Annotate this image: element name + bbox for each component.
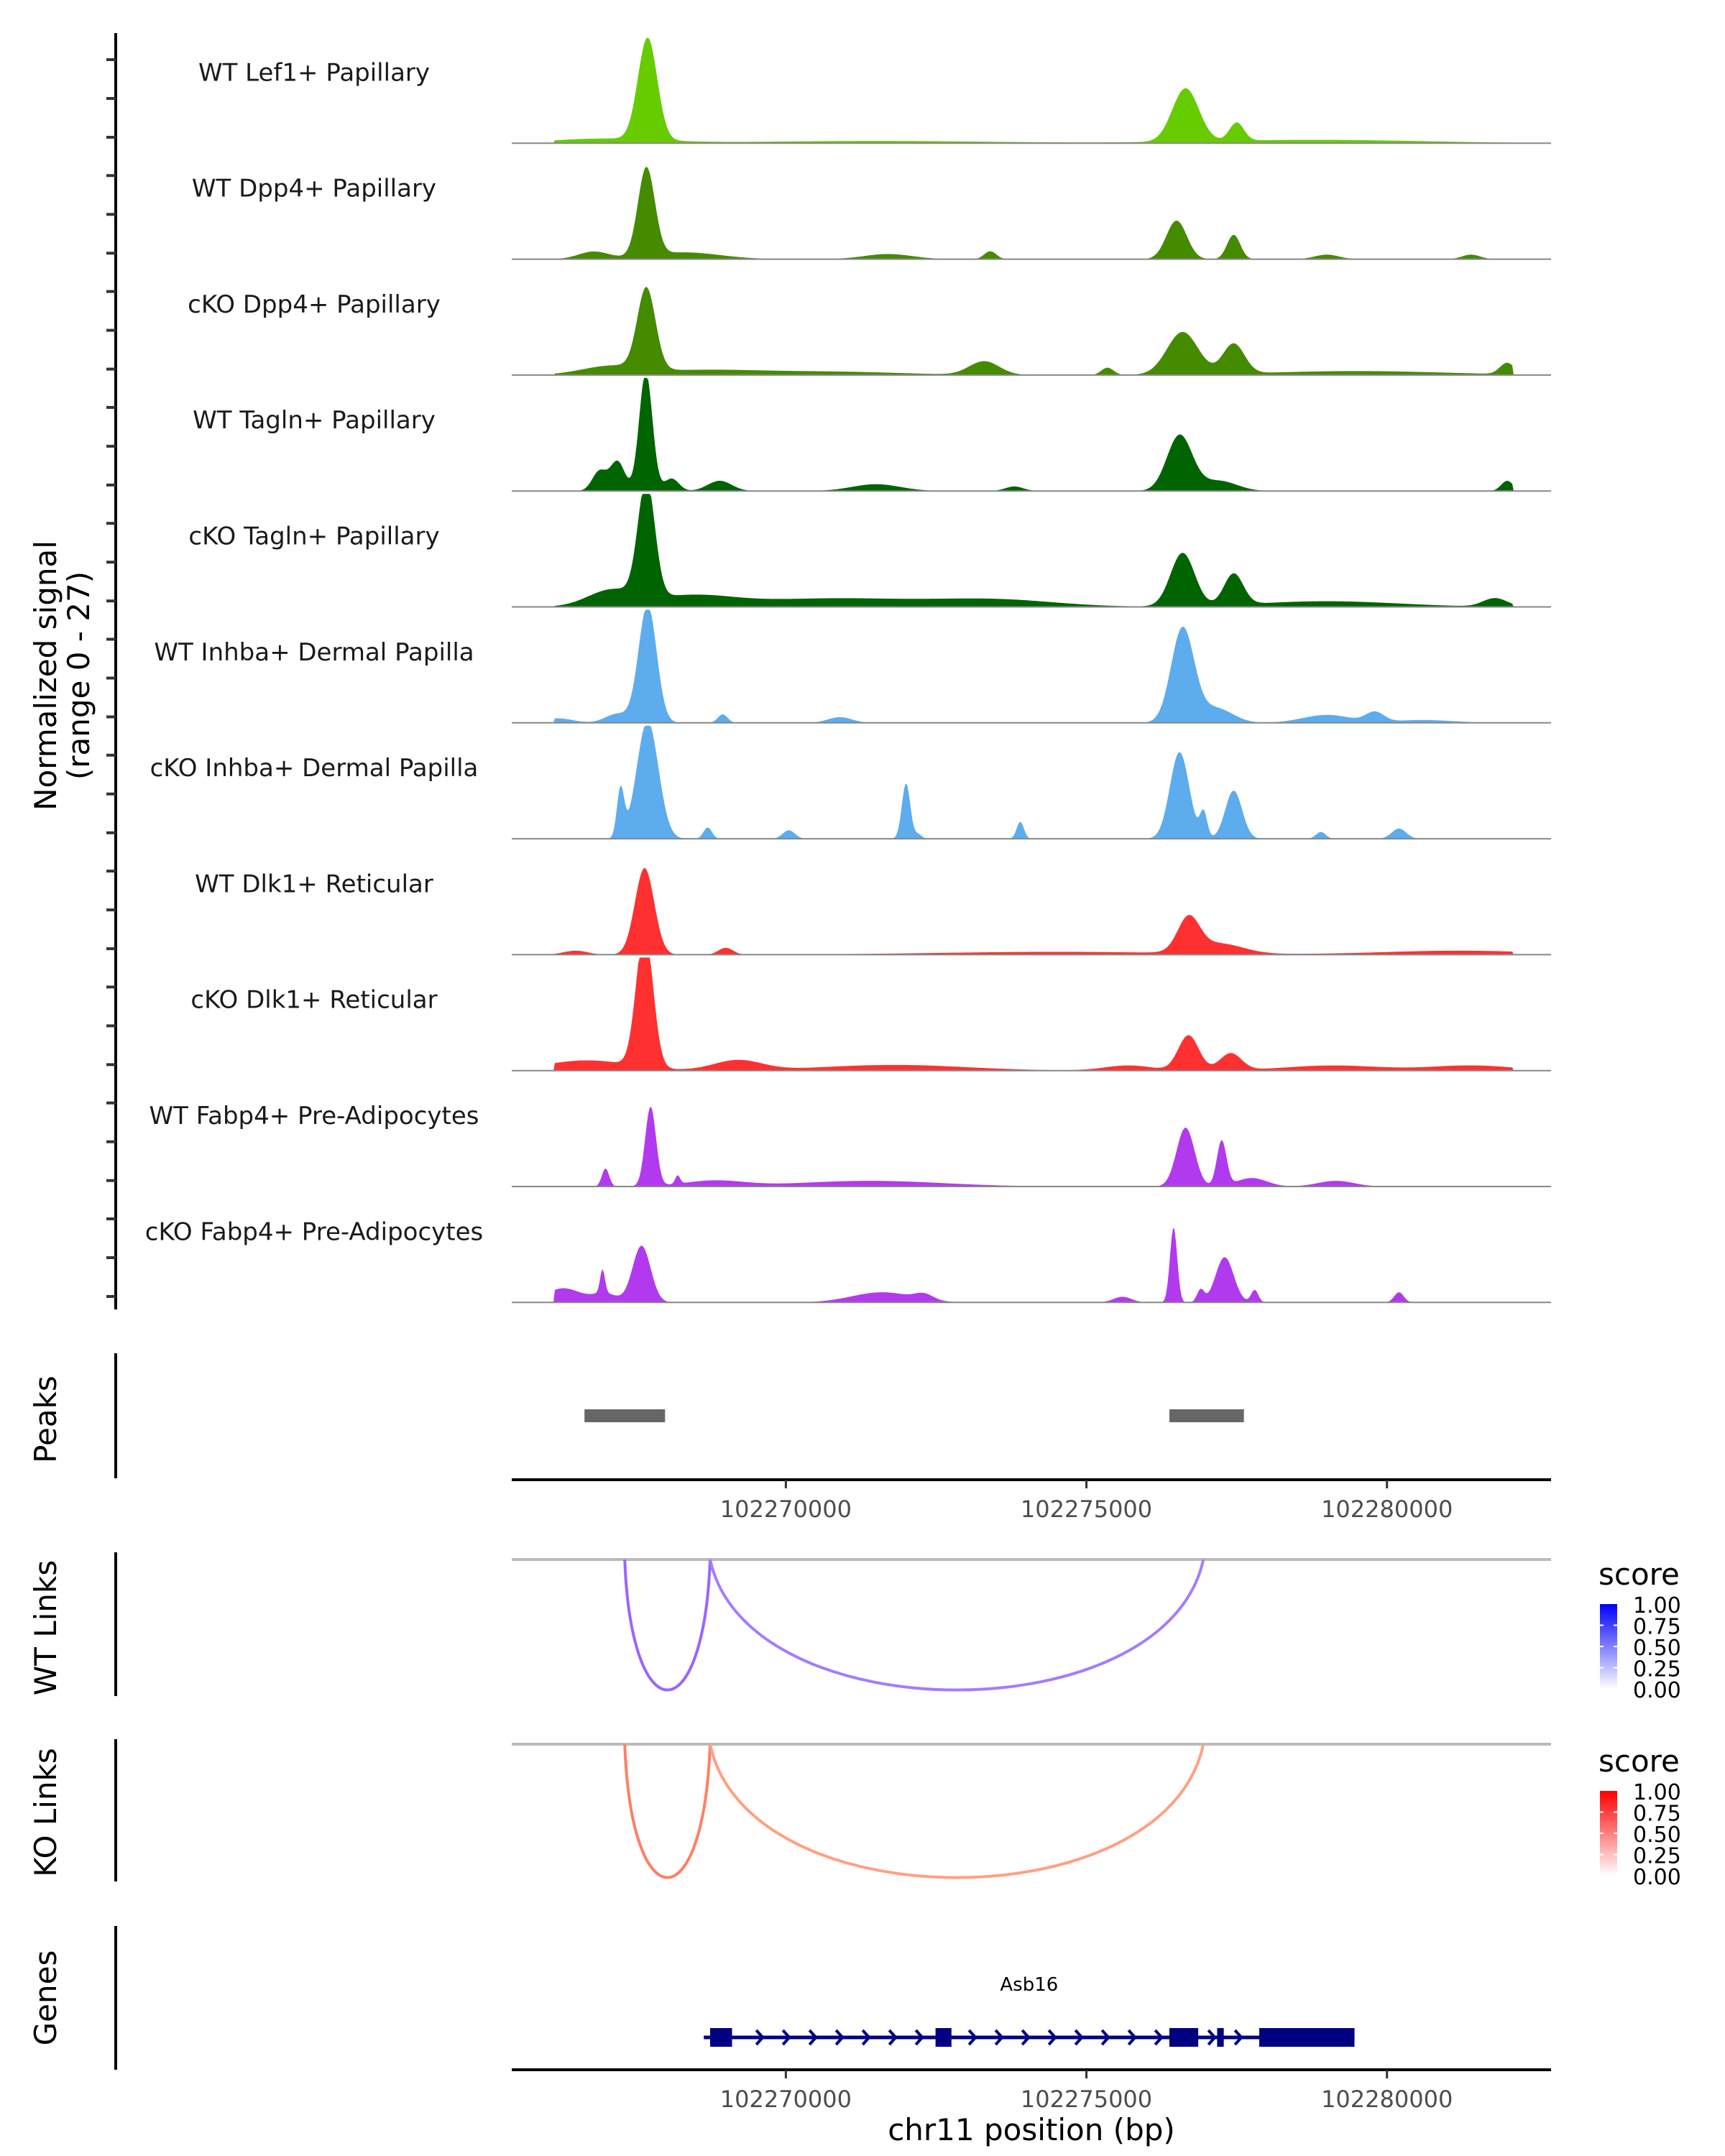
legend-tick-label: 0.00 — [1633, 1865, 1681, 1890]
strand-arrow-icon — [834, 2029, 845, 2046]
strand-arrow-icon — [781, 2029, 791, 2046]
link-arc — [623, 1743, 712, 1879]
x-tick-label: 102280000 — [1321, 2086, 1453, 2113]
y-axis-title-line-1: Normalized signal — [28, 540, 63, 811]
track-label: cKO Tagln+ Papillary — [188, 522, 439, 551]
gene-exon — [1217, 2028, 1224, 2047]
genes-track: Asb16 — [704, 1974, 1355, 2047]
track-label: WT Dlk1+ Reticular — [195, 870, 433, 898]
strand-arrow-icon — [1127, 2029, 1137, 2046]
genes-x-ticks: 102270000 102275000 102280000 — [720, 2070, 1453, 2113]
track-label: WT Inhba+ Dermal Papilla — [154, 638, 474, 667]
link-arc — [709, 1559, 1205, 1692]
strand-arrow-icon — [1207, 2029, 1217, 2046]
peak-region — [1169, 1409, 1244, 1422]
strand-arrow-icon — [967, 2029, 978, 2046]
y-axis-title-line-2: (range 0 - 27) — [61, 571, 96, 780]
coverage-track: cKO Tagln+ Papillary — [188, 494, 1551, 608]
gene-exon — [935, 2028, 952, 2047]
coverage-track: cKO Dlk1+ Reticular — [190, 957, 1551, 1072]
x-axis-title: chr11 position (bp) — [888, 2112, 1175, 2147]
coverage-area — [512, 725, 1551, 839]
ko-legend-title: score — [1598, 1743, 1680, 1779]
strand-arrow-icon — [861, 2029, 871, 2046]
coverage-track: WT Tagln+ Papillary — [193, 377, 1551, 492]
coverage-track: WT Fabp4+ Pre-Adipocytes — [150, 1102, 1551, 1187]
legend-tick-label: 0.00 — [1633, 1678, 1681, 1703]
coverage-track: WT Dlk1+ Reticular — [195, 867, 1551, 956]
gene-exon — [1169, 2028, 1199, 2047]
coverage-tracks: WT Lef1+ Papillary WT Dpp4+ Papillary cKO … — [145, 37, 1551, 1304]
track-label: cKO Dpp4+ Papillary — [188, 290, 441, 319]
track-label: WT Fabp4+ Pre-Adipocytes — [150, 1102, 479, 1130]
x-tick-label: 102275000 — [1021, 1496, 1152, 1523]
peaks-track — [584, 1409, 1244, 1422]
ko-links-panel-label: KO Links — [28, 1748, 63, 1877]
legend-tick-label: 1.00 — [1633, 1780, 1681, 1805]
x-tick-label: 102270000 — [720, 1496, 852, 1523]
strand-arrow-icon — [1047, 2029, 1057, 2046]
wt-links-panel-label: WT Links — [28, 1560, 63, 1695]
ko-score-legend: score 1.000.750.500.250.00 — [1598, 1743, 1681, 1890]
legend-tick-label: 1.00 — [1633, 1593, 1681, 1618]
legend-tick-label: 0.50 — [1633, 1636, 1681, 1661]
legend-tick-label: 0.50 — [1633, 1823, 1681, 1848]
strand-arrow-icon — [1154, 2029, 1164, 2046]
wt-legend-title: score — [1598, 1557, 1680, 1592]
strand-arrow-icon — [1100, 2029, 1110, 2046]
coverage-y-axis-title: Normalized signal (range 0 - 27) — [28, 540, 96, 811]
legend-tick-label: 0.25 — [1633, 1657, 1681, 1682]
track-label: cKO Dlk1+ Reticular — [190, 986, 437, 1015]
coverage-track: WT Inhba+ Dermal Papilla — [154, 609, 1551, 724]
legend-tick-label: 0.75 — [1633, 1802, 1681, 1827]
wt-links-track — [512, 1558, 1551, 1692]
track-label: cKO Inhba+ Dermal Papilla — [150, 754, 479, 783]
strand-arrow-icon — [888, 2029, 898, 2046]
coverage-track: WT Lef1+ Papillary — [198, 37, 1551, 144]
genes-panel-label: Genes — [28, 1950, 63, 2046]
strand-arrow-icon — [1233, 2029, 1243, 2046]
coverage-track: cKO Inhba+ Dermal Papilla — [150, 725, 1551, 840]
coverage-area — [512, 287, 1551, 375]
track-label: cKO Fabp4+ Pre-Adipocytes — [145, 1217, 484, 1246]
gene-exon — [709, 2028, 732, 2047]
coverage-track: cKO Fabp4+ Pre-Adipocytes — [145, 1217, 1551, 1304]
coverage-y-ticks — [106, 58, 116, 1298]
link-arc — [623, 1559, 712, 1692]
track-label: WT Tagln+ Papillary — [193, 406, 436, 435]
x-tick-label: 102275000 — [1021, 2086, 1152, 2113]
strand-arrow-icon — [1021, 2029, 1031, 2046]
ko-links-track — [512, 1743, 1551, 1879]
coverage-track: cKO Dpp4+ Papillary — [188, 287, 1551, 376]
strand-arrow-icon — [1074, 2029, 1084, 2046]
legend-tick-label: 0.25 — [1633, 1844, 1681, 1869]
wt-score-legend: score 1.000.750.500.250.00 — [1598, 1557, 1681, 1703]
strand-arrow-icon — [808, 2029, 818, 2046]
peak-region — [584, 1409, 666, 1422]
track-label: WT Lef1+ Papillary — [198, 58, 430, 87]
gene-name-label: Asb16 — [1000, 1974, 1058, 1996]
peaks-panel-label: Peaks — [28, 1376, 63, 1463]
coverage-area — [512, 494, 1551, 607]
coverage-area — [512, 377, 1551, 492]
legend-tick-label: 0.75 — [1633, 1615, 1681, 1640]
strand-arrow-icon — [914, 2029, 924, 2046]
x-tick-label: 102270000 — [720, 2086, 852, 2113]
peaks-x-ticks: 102270000 102275000 102280000 — [720, 1480, 1453, 1523]
link-arc — [709, 1743, 1205, 1879]
gene-exon — [1259, 2028, 1355, 2047]
track-label: WT Dpp4+ Papillary — [192, 175, 436, 203]
x-tick-label: 102280000 — [1321, 1496, 1453, 1523]
strand-arrow-icon — [994, 2029, 1004, 2046]
strand-arrow-icon — [755, 2029, 765, 2046]
coverage-track: WT Dpp4+ Papillary — [192, 167, 1551, 260]
